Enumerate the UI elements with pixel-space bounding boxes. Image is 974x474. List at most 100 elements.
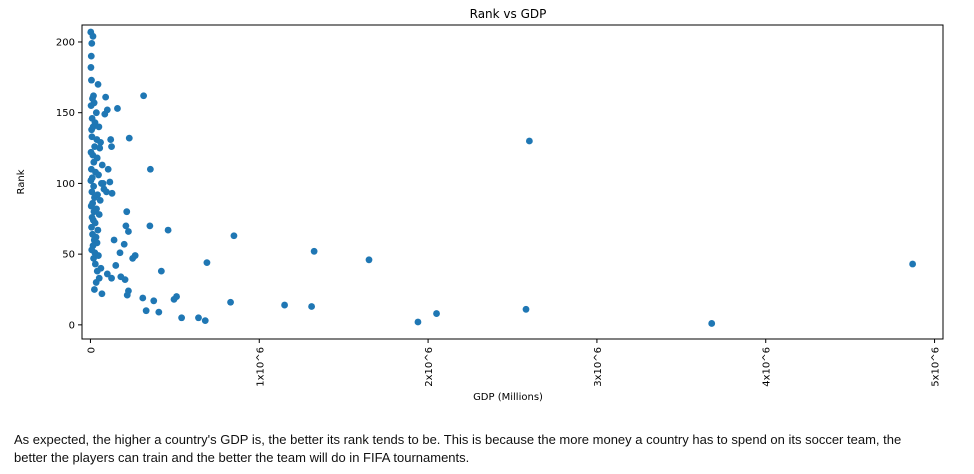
data-point (90, 208, 98, 216)
data-point (121, 276, 129, 283)
data-point (91, 286, 98, 293)
data-point (90, 182, 98, 190)
data-point (87, 177, 95, 184)
x-axis-ticks: 0 1x10^6 2x10^6 3x10^6 4x10^6 5x10^6 (86, 339, 942, 387)
data-point (164, 226, 172, 234)
data-point (99, 180, 107, 187)
x-tick-label: 2x10^6 (424, 347, 435, 387)
data-point (112, 262, 120, 269)
data-point (139, 294, 147, 302)
data-point (87, 102, 95, 110)
y-tick-label: 0 (69, 320, 75, 331)
data-point (89, 32, 97, 40)
data-point (96, 196, 104, 204)
data-point (92, 109, 100, 117)
data-point (123, 291, 131, 299)
data-point (108, 143, 115, 151)
data-point (107, 136, 115, 143)
data-point (142, 307, 150, 315)
x-tick-label: 5x10^6 (931, 347, 942, 387)
data-point (90, 254, 97, 262)
data-point (110, 236, 118, 244)
data-point (95, 123, 103, 131)
data-point (90, 158, 98, 166)
data-point (98, 290, 106, 298)
data-point (525, 137, 533, 145)
chart-title: Rank vs GDP (470, 7, 547, 21)
data-point (103, 106, 111, 114)
data-point (103, 270, 111, 278)
data-point (170, 295, 178, 303)
analysis-line-2: better the players can train and the bet… (14, 450, 470, 465)
data-point (909, 260, 917, 268)
data-point (98, 161, 106, 169)
data-point (125, 228, 132, 235)
y-tick-label: 200 (56, 37, 75, 48)
data-point (365, 256, 373, 264)
data-point (95, 171, 102, 179)
data-point (157, 267, 165, 275)
data-point (94, 81, 102, 88)
x-tick-label: 1x10^6 (255, 347, 266, 387)
x-axis-title: GDP (Millions) (473, 392, 543, 403)
analysis-line-1: As expected, the higher a country's GDP … (14, 432, 902, 447)
data-point (87, 202, 95, 210)
data-point (203, 259, 211, 267)
y-tick-label: 150 (56, 108, 75, 119)
data-point (125, 134, 133, 142)
data-point (195, 314, 202, 322)
data-point (88, 126, 96, 134)
data-point (104, 165, 112, 173)
data-point (88, 223, 95, 231)
data-point (146, 222, 154, 230)
data-point (414, 318, 422, 326)
data-point (88, 39, 96, 47)
data-point (522, 305, 530, 313)
data-point (106, 178, 114, 186)
scatter-points (87, 28, 917, 327)
data-point (310, 247, 318, 255)
data-point (708, 320, 716, 327)
data-point (102, 93, 110, 101)
plot-area-frame (81, 24, 944, 340)
data-point (108, 189, 116, 197)
data-point (227, 298, 234, 306)
data-point (95, 211, 103, 218)
data-point (103, 188, 110, 196)
data-point (96, 144, 104, 152)
data-point (433, 310, 440, 317)
data-point (123, 208, 131, 216)
data-point (122, 222, 130, 230)
data-point (93, 267, 101, 275)
data-point (146, 165, 154, 173)
data-point (87, 52, 95, 60)
data-point (129, 254, 137, 262)
data-point (94, 226, 102, 234)
data-point (108, 274, 115, 282)
data-point (91, 194, 98, 201)
data-point (88, 188, 96, 196)
data-point (201, 317, 209, 325)
data-point (140, 92, 148, 100)
data-point (281, 301, 288, 309)
data-point (97, 138, 104, 146)
data-point (116, 249, 124, 257)
scatter-chart: Rank vs GDP 0 50 100 150 200 0 1x10^6 2x10^6 3x… (16, 7, 944, 403)
x-tick-label: 0 (86, 347, 97, 353)
y-axis-ticks: 0 50 100 150 200 (56, 37, 82, 331)
x-tick-label: 3x10^6 (593, 347, 604, 387)
data-point (308, 303, 315, 310)
data-point (114, 105, 121, 112)
analysis-paragraph: As expected, the higher a country's GDP … (14, 431, 964, 467)
y-tick-label: 100 (56, 179, 75, 190)
data-point (91, 260, 99, 268)
data-point (178, 314, 186, 322)
data-point (155, 308, 163, 316)
data-point (230, 232, 238, 240)
data-point (92, 279, 100, 286)
data-point (88, 76, 95, 84)
y-axis-title: Rank (16, 169, 27, 194)
x-tick-label: 4x10^6 (762, 347, 773, 387)
data-point (87, 64, 95, 71)
data-point (120, 240, 128, 248)
